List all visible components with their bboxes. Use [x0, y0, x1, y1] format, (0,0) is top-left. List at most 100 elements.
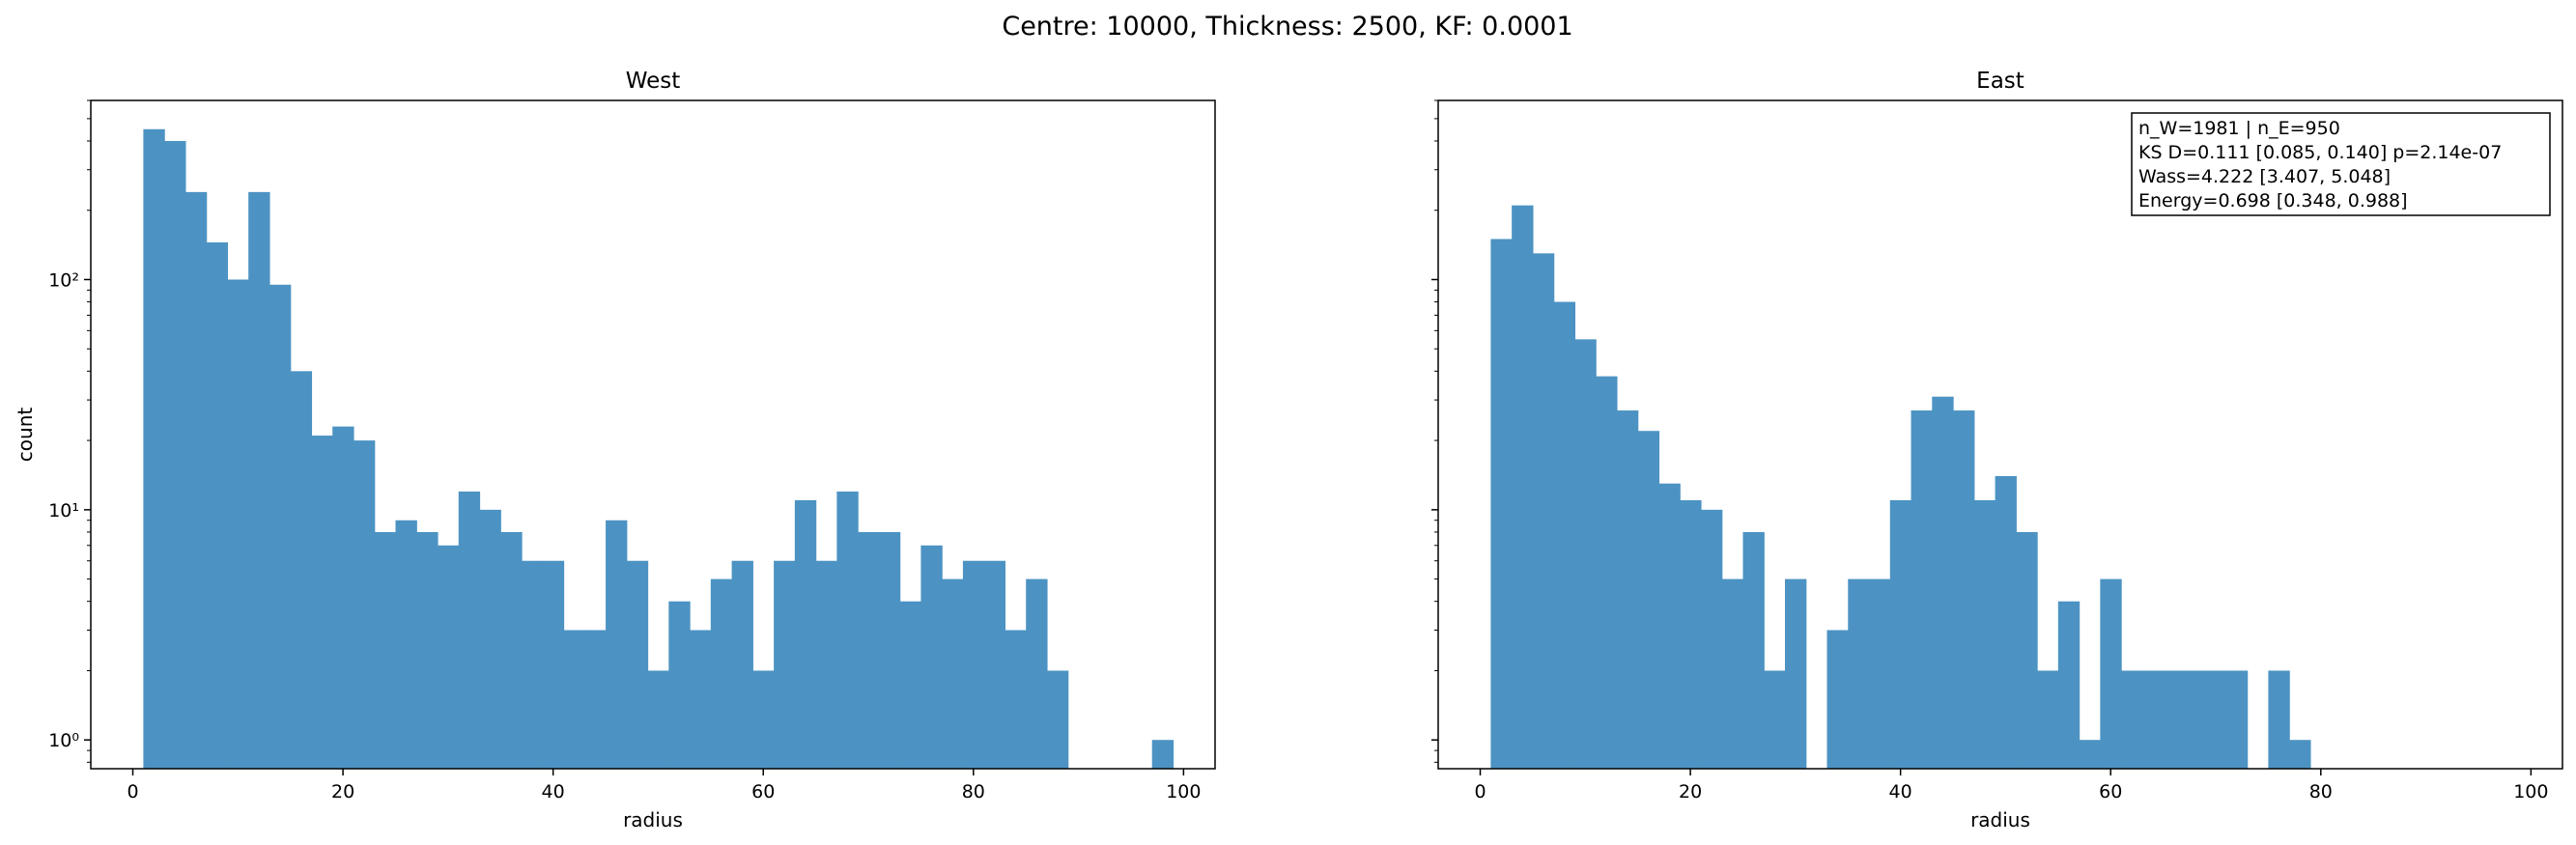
east-bar [1764, 670, 1786, 769]
west-bar [1005, 630, 1027, 769]
west-bar [794, 499, 817, 769]
west-bar [983, 560, 1006, 769]
east-bar [1574, 339, 1597, 769]
east-bar [2225, 670, 2249, 769]
west-bar [878, 531, 901, 769]
east-bar [1596, 376, 1618, 769]
west-bar [311, 436, 333, 769]
west-xlabel: radius [623, 808, 683, 831]
east-xtick-label: 20 [1679, 781, 1702, 803]
west-bar [248, 191, 270, 770]
west-ytick-label: 10² [48, 269, 79, 291]
stats-line-wass: Wass=4.222 [3.407, 5.048] [2138, 166, 2391, 187]
west-bar [1151, 740, 1175, 769]
east-xtick-label: 60 [2099, 781, 2122, 803]
east-axes-frame [1437, 99, 2563, 770]
west-bar [374, 531, 397, 769]
west-xtick-label: 100 [1166, 781, 1201, 803]
east-bar [1532, 253, 1555, 770]
west-ylabel: count [14, 408, 37, 463]
chart-west: West 0 20 40 60 80 100 10⁰ 10¹ 10² radius count [14, 69, 1216, 831]
east-bar [2037, 670, 2059, 769]
stats-line-ks: KS D=0.111 [0.085, 0.140] p=2.14e-07 [2138, 142, 2502, 163]
west-bar [353, 440, 376, 769]
west-bar [774, 560, 796, 769]
west-xtick-label: 20 [331, 781, 354, 803]
east-title: East [1976, 69, 2024, 94]
east-bar [2163, 670, 2185, 769]
west-bar [563, 630, 585, 769]
east-xtick-label: 100 [2513, 781, 2548, 803]
east-bar [1953, 410, 1975, 769]
west-bar [899, 601, 921, 769]
east-bar [1490, 239, 1513, 769]
east-bar [1932, 396, 1954, 769]
west-bar [962, 560, 985, 769]
east-bar [1995, 476, 2017, 769]
west-bar [668, 601, 691, 769]
east-ticks: 0 20 40 60 80 100 [1431, 99, 2548, 803]
west-bar [752, 670, 775, 769]
east-bar [1616, 410, 1639, 769]
west-bar [458, 491, 481, 769]
west-ytick-label: 10⁰ [48, 730, 79, 751]
east-bar [1721, 578, 1744, 769]
east-bar [1637, 431, 1660, 769]
west-bar [269, 284, 292, 769]
east-bar [1973, 499, 1996, 769]
east-bar [2016, 531, 2038, 769]
west-bar [164, 140, 186, 770]
east-bar [1869, 578, 1891, 769]
west-bar [584, 630, 607, 769]
west-xtick-label: 60 [751, 781, 775, 803]
east-bar [1680, 499, 1702, 769]
stats-annotation-box: n_W=1981 | n_E=950 KS D=0.111 [0.085, 0.… [2131, 112, 2551, 216]
west-bar [479, 509, 501, 769]
west-bar [500, 531, 523, 769]
west-bar [710, 578, 733, 769]
west-bar [290, 371, 313, 769]
chart-east: East 0 20 40 60 80 100 radius n_W=1981 | n_E=… [1431, 69, 2563, 831]
east-bar [1742, 531, 1765, 769]
west-bar [858, 531, 880, 769]
west-bar [606, 520, 628, 769]
west-bar [942, 578, 964, 769]
west-ticks: 0 20 40 60 80 100 10⁰ 10¹ 10² [48, 99, 1201, 803]
west-title: West [626, 69, 681, 94]
east-bar [2289, 740, 2311, 769]
east-bar [1784, 578, 1807, 769]
west-bar [522, 560, 544, 769]
west-bar [626, 560, 649, 769]
east-xtick-label: 40 [1889, 781, 1912, 803]
west-bar [395, 520, 417, 769]
west-bar [227, 279, 249, 769]
east-bar [1889, 499, 1912, 769]
west-bar [920, 545, 943, 769]
east-bar [1826, 630, 1849, 769]
west-xtick-label: 40 [542, 781, 565, 803]
west-bar [184, 191, 208, 770]
east-bar [2141, 670, 2165, 769]
west-bar [836, 491, 859, 769]
west-bar [1046, 670, 1069, 769]
east-bar [1848, 578, 1870, 769]
west-bar [647, 670, 669, 769]
east-xtick-label: 80 [2309, 781, 2333, 803]
east-bars [1490, 205, 2311, 770]
figure-suptitle: Centre: 10000, Thickness: 2500, KF: 0.00… [1002, 12, 1572, 42]
west-bar [206, 242, 229, 769]
east-bar [1512, 205, 1534, 769]
west-bars [143, 128, 1175, 770]
west-bar [542, 560, 565, 769]
west-axes-frame [90, 99, 1216, 770]
east-bar [1911, 410, 1933, 769]
west-ytick-label: 10¹ [48, 500, 79, 521]
east-xlabel: radius [1970, 808, 2030, 831]
east-bar [2268, 670, 2290, 769]
east-bar [1658, 483, 1681, 769]
west-bar [437, 545, 460, 769]
west-bar [332, 426, 354, 769]
west-bar [690, 630, 712, 769]
east-bar [2184, 670, 2206, 769]
